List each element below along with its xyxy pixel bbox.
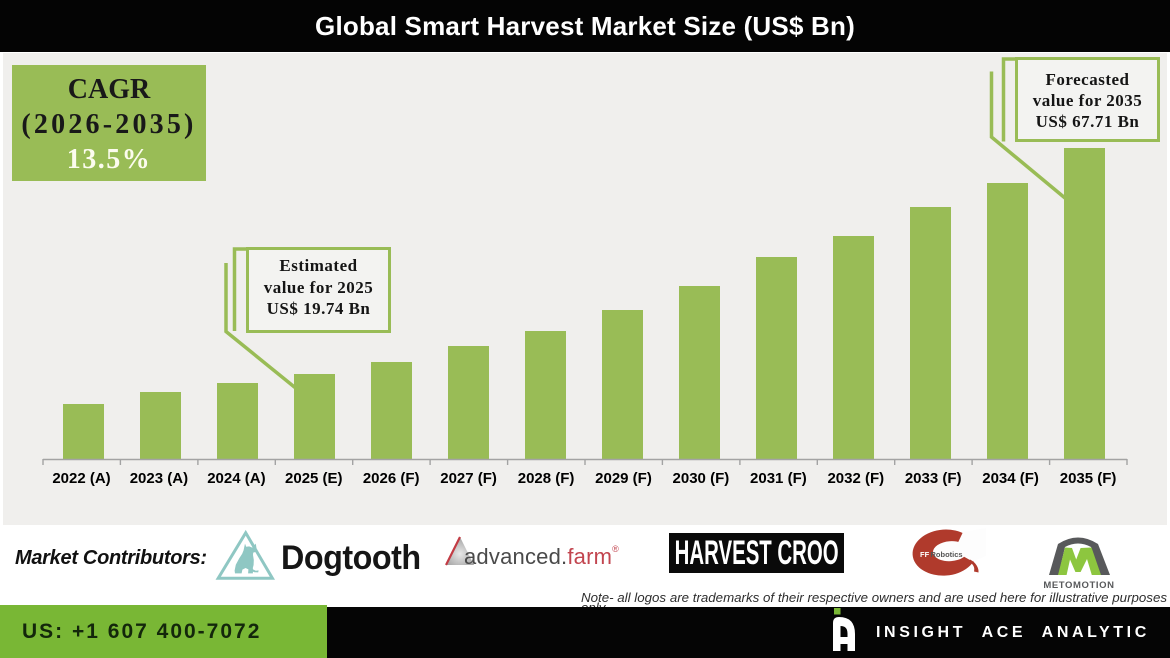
- svg-text:FF: FF: [920, 550, 930, 559]
- svg-text:Robotics: Robotics: [931, 550, 963, 559]
